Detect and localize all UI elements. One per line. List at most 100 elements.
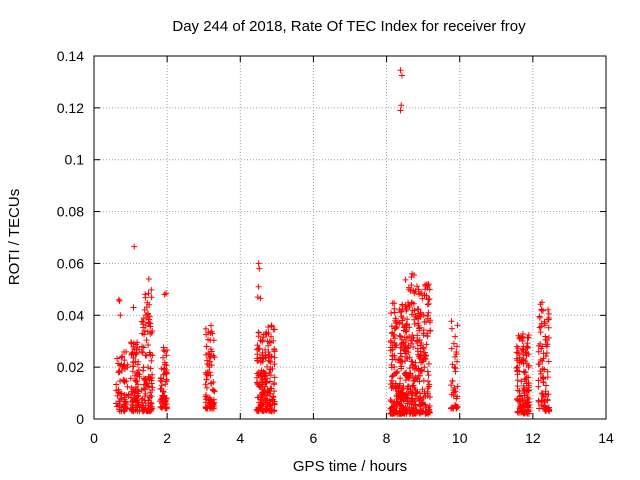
y-tick-label: 0.02 xyxy=(57,359,84,375)
data-point xyxy=(265,342,272,349)
y-tick-label: 0.04 xyxy=(57,307,84,323)
data-point xyxy=(525,406,532,413)
data-point xyxy=(143,312,150,319)
data-point xyxy=(117,312,124,319)
data-point xyxy=(402,339,409,346)
data-point xyxy=(147,404,154,411)
data-point xyxy=(412,374,419,381)
data-point xyxy=(114,392,121,399)
data-point xyxy=(448,345,455,352)
data-point xyxy=(410,344,417,351)
data-point xyxy=(519,346,526,353)
data-point xyxy=(119,353,126,360)
data-point xyxy=(525,384,532,391)
data-point xyxy=(539,299,545,306)
data-point xyxy=(130,408,137,415)
data-point xyxy=(416,324,423,331)
data-point xyxy=(122,365,129,372)
data-point xyxy=(140,324,147,331)
data-point xyxy=(128,398,135,405)
x-tick-label: 2 xyxy=(163,430,171,446)
data-point xyxy=(139,349,146,356)
data-point xyxy=(454,383,461,390)
data-point xyxy=(520,360,527,367)
data-point xyxy=(542,382,549,389)
data-point xyxy=(537,356,544,363)
data-point xyxy=(161,399,168,406)
data-point xyxy=(545,358,552,365)
data-point xyxy=(403,407,410,414)
data-point xyxy=(388,377,395,384)
data-point xyxy=(256,265,263,272)
data-point xyxy=(454,393,461,400)
data-point xyxy=(397,107,404,114)
data-point xyxy=(426,394,433,401)
data-point xyxy=(524,387,531,394)
data-point xyxy=(417,403,424,410)
data-point xyxy=(262,346,269,353)
data-point xyxy=(131,243,138,250)
data-point xyxy=(426,406,433,413)
data-point xyxy=(146,313,153,320)
data-point xyxy=(409,373,416,380)
data-point xyxy=(544,368,551,375)
data-point xyxy=(146,349,153,356)
data-point xyxy=(535,398,542,405)
data-point xyxy=(269,365,276,372)
data-point xyxy=(392,324,399,331)
data-point xyxy=(114,355,121,362)
data-point xyxy=(203,376,210,383)
data-point xyxy=(424,330,431,337)
data-point xyxy=(161,348,168,355)
data-point xyxy=(426,319,433,326)
data-point xyxy=(208,328,215,335)
data-point xyxy=(520,382,527,389)
data-point xyxy=(425,309,432,316)
data-point xyxy=(160,347,167,354)
data-point xyxy=(537,329,544,336)
data-point xyxy=(535,348,542,355)
data-point xyxy=(407,340,414,347)
data-point xyxy=(164,378,171,385)
data-point xyxy=(257,295,264,302)
data-point xyxy=(267,402,274,409)
data-point xyxy=(539,357,546,364)
data-point xyxy=(536,405,543,412)
data-point xyxy=(524,402,531,409)
data-point xyxy=(537,368,544,375)
data-point xyxy=(453,343,460,350)
data-point xyxy=(411,366,418,373)
data-point xyxy=(398,102,405,109)
data-point xyxy=(163,369,170,376)
data-point xyxy=(271,346,278,353)
data-point xyxy=(138,396,145,403)
data-point xyxy=(253,379,260,386)
data-point xyxy=(211,388,218,395)
data-point xyxy=(120,404,127,411)
data-point xyxy=(135,388,142,395)
data-point xyxy=(388,398,395,405)
data-point xyxy=(414,306,421,313)
data-point xyxy=(263,392,270,399)
data-point xyxy=(402,404,409,411)
data-point xyxy=(260,334,267,341)
data-point xyxy=(115,386,122,393)
data-point xyxy=(418,366,425,373)
data-point xyxy=(540,378,547,385)
data-point xyxy=(404,374,411,381)
y-tick-label: 0.1 xyxy=(65,152,85,168)
data-point xyxy=(541,366,548,373)
data-point xyxy=(115,296,122,303)
data-point xyxy=(516,388,523,395)
data-point xyxy=(204,405,211,412)
data-point xyxy=(258,378,265,385)
data-point xyxy=(139,343,146,350)
data-point xyxy=(404,344,411,351)
data-point xyxy=(545,324,552,331)
data-point xyxy=(426,381,433,388)
data-point xyxy=(427,327,434,334)
data-point xyxy=(392,384,399,391)
data-point xyxy=(159,392,166,399)
data-point xyxy=(519,403,526,410)
data-point xyxy=(255,345,262,352)
